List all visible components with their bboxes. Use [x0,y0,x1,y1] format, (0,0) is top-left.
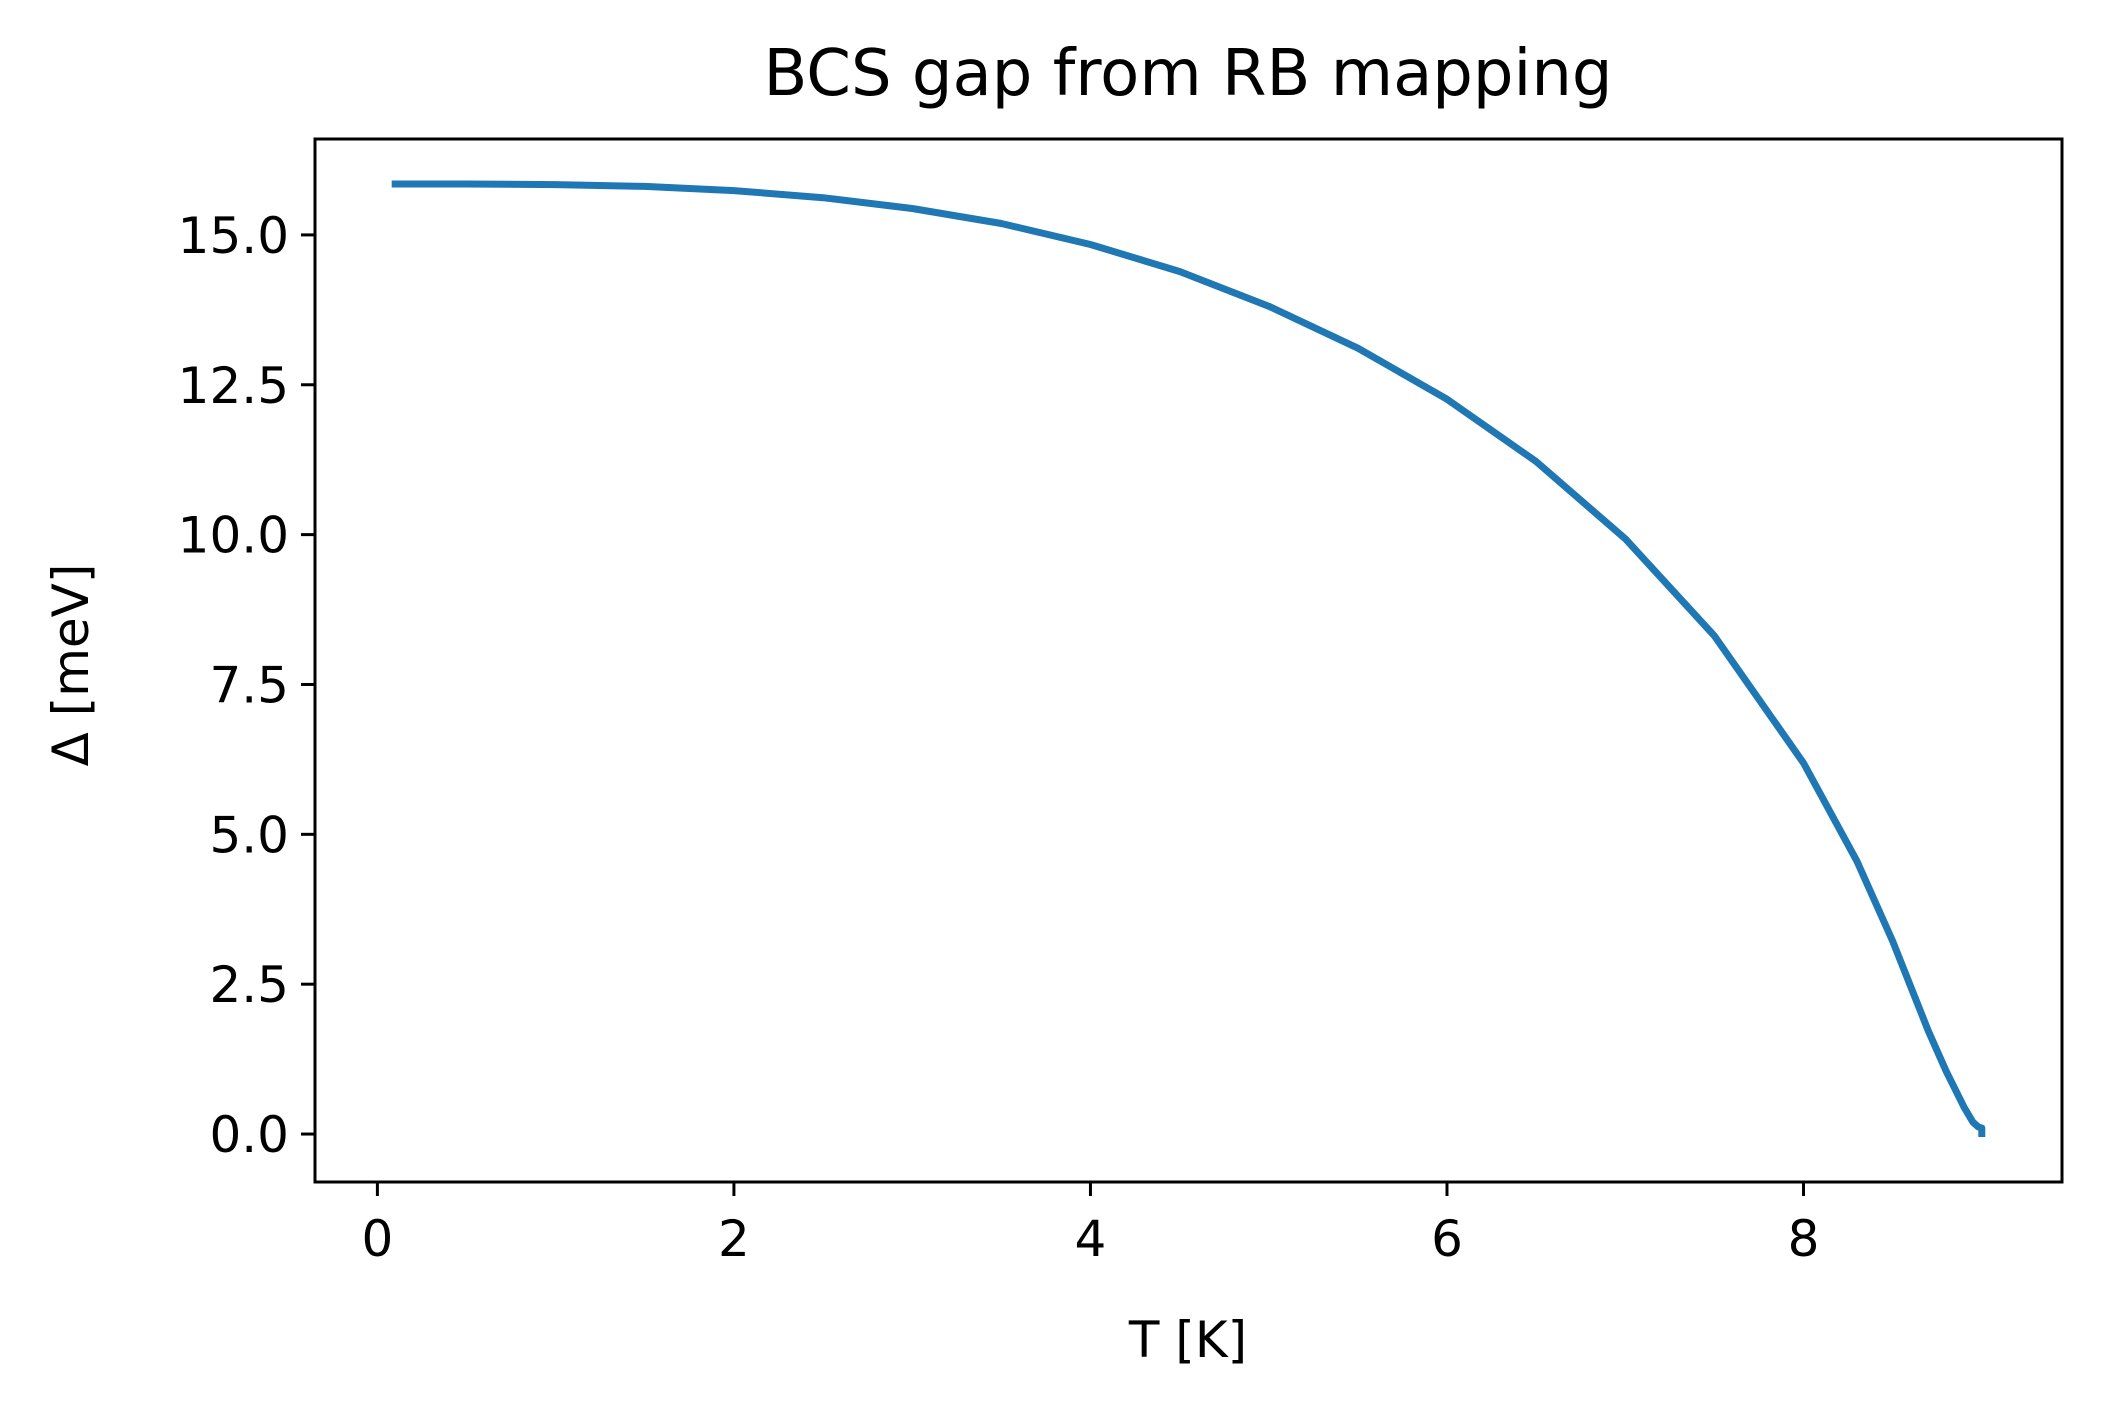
x-tick-label: 4 [1075,1210,1107,1268]
y-tick-label: 5.0 [209,806,289,864]
series-layer [391,180,1986,1137]
y-tick-label: 0.0 [209,1106,289,1164]
axis-ticks: 0 2 4 6 8 0.0 2.5 5.0 7.5 10.0 12.5 15.0 [178,207,1820,1268]
y-tick-label: 7.5 [209,656,289,714]
y-axis-label: Δ [meV] [42,564,100,767]
y-tick-label: 10.0 [178,507,289,565]
x-tick-label: 6 [1431,1210,1463,1268]
plot-frame [313,137,2064,1184]
gap-curve-line [391,180,1986,1137]
x-axis-label: T [K] [1128,1311,1247,1369]
x-tick-label: 2 [718,1210,750,1268]
y-tick-label: 2.5 [209,956,289,1014]
y-tick-label: 12.5 [178,357,289,415]
y-tick-label: 15.0 [178,207,289,265]
x-tick-label: 0 [361,1210,393,1268]
x-tick-label: 8 [1788,1210,1820,1268]
chart-title: BCS gap from RB mapping [763,37,1612,111]
